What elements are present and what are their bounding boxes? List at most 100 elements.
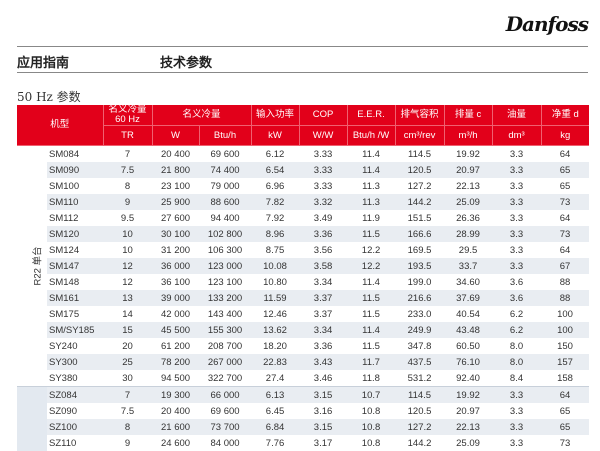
value-cell: 73: [541, 435, 589, 451]
header-divider: [17, 46, 588, 47]
value-cell: 65: [541, 403, 589, 419]
value-cell: 120.5: [395, 403, 444, 419]
value-cell: 3.32: [299, 194, 347, 210]
value-cell: 12: [103, 274, 152, 290]
value-cell: 3.37: [299, 306, 347, 322]
value-cell: 3.34: [299, 322, 347, 338]
value-cell: 78 200: [152, 354, 199, 370]
value-cell: 10.7: [347, 387, 395, 404]
value-cell: 19.92: [444, 146, 492, 163]
value-cell: 3.33: [299, 178, 347, 194]
value-cell: 12.2: [347, 258, 395, 274]
value-cell: 21 600: [152, 419, 199, 435]
model-cell: SM/SY185: [47, 322, 103, 338]
value-cell: 3.3: [492, 403, 541, 419]
value-cell: 13: [103, 290, 152, 306]
value-cell: 31 200: [152, 242, 199, 258]
value-cell: 22.13: [444, 178, 492, 194]
group-label-text: R22 单台: [30, 246, 44, 285]
value-cell: 11.5: [347, 306, 395, 322]
danfoss-logo: Danfoss: [506, 12, 588, 36]
value-cell: 6.2: [492, 306, 541, 322]
model-cell: SM124: [47, 242, 103, 258]
value-cell: 3.3: [492, 242, 541, 258]
value-cell: 127.2: [395, 419, 444, 435]
value-cell: 84 000: [199, 435, 251, 451]
header-row-1: 机型 名义冷量 60 Hz 名义冷量 输入功率 COP E.E.R. 排气容积 …: [17, 105, 589, 126]
value-cell: 8.96: [251, 226, 299, 242]
value-cell: 11.4: [347, 274, 395, 290]
value-cell: 10: [103, 242, 152, 258]
value-cell: 8.0: [492, 338, 541, 354]
value-cell: 79 000: [199, 178, 251, 194]
value-cell: 65: [541, 419, 589, 435]
value-cell: 36 100: [152, 274, 199, 290]
value-cell: 25.09: [444, 194, 492, 210]
model-cell: SM147: [47, 258, 103, 274]
value-cell: 114.5: [395, 146, 444, 163]
col-cop: COP: [299, 105, 347, 126]
value-cell: 3.6: [492, 274, 541, 290]
value-cell: 3.3: [492, 419, 541, 435]
value-cell: 67: [541, 258, 589, 274]
value-cell: 27 600: [152, 210, 199, 226]
value-cell: 29.5: [444, 242, 492, 258]
value-cell: 3.3: [492, 194, 541, 210]
value-cell: 8: [103, 419, 152, 435]
value-cell: 74 400: [199, 162, 251, 178]
value-cell: 3.17: [299, 435, 347, 451]
value-cell: 7.5: [103, 403, 152, 419]
value-cell: 144.2: [395, 435, 444, 451]
value-cell: 33.7: [444, 258, 492, 274]
value-cell: 437.5: [395, 354, 444, 370]
value-cell: 166.6: [395, 226, 444, 242]
value-cell: 3.58: [299, 258, 347, 274]
model-cell: SM090: [47, 162, 103, 178]
value-cell: 27.4: [251, 370, 299, 387]
col-weight: 净重 d: [541, 105, 589, 126]
value-cell: 61 200: [152, 338, 199, 354]
value-cell: 45 500: [152, 322, 199, 338]
value-cell: 8.4: [492, 370, 541, 387]
value-cell: 6.54: [251, 162, 299, 178]
model-cell: SY300: [47, 354, 103, 370]
group-label: [17, 387, 47, 451]
value-cell: 114.5: [395, 387, 444, 404]
unit-header: Btu/h /W: [347, 126, 395, 146]
value-cell: 73: [541, 226, 589, 242]
value-cell: 7.82: [251, 194, 299, 210]
value-cell: 12: [103, 258, 152, 274]
value-cell: 66 000: [199, 387, 251, 404]
value-cell: 127.2: [395, 178, 444, 194]
col-displacement: 排气容积: [395, 105, 444, 126]
value-cell: 151.5: [395, 210, 444, 226]
value-cell: 157: [541, 354, 589, 370]
value-cell: 65: [541, 178, 589, 194]
value-cell: 3.36: [299, 226, 347, 242]
value-cell: 7.76: [251, 435, 299, 451]
col-swept-volume: 排量 c: [444, 105, 492, 126]
value-cell: 7.92: [251, 210, 299, 226]
value-cell: 11.59: [251, 290, 299, 306]
value-cell: 120.5: [395, 162, 444, 178]
model-cell: SM175: [47, 306, 103, 322]
model-cell: SZ090: [47, 403, 103, 419]
value-cell: 106 300: [199, 242, 251, 258]
unit-header: W/W: [299, 126, 347, 146]
value-cell: 64: [541, 146, 589, 163]
doc-section: 技术参数: [160, 52, 212, 71]
value-cell: 64: [541, 387, 589, 404]
model-cell: SY380: [47, 370, 103, 387]
unit-header: W: [152, 126, 199, 146]
